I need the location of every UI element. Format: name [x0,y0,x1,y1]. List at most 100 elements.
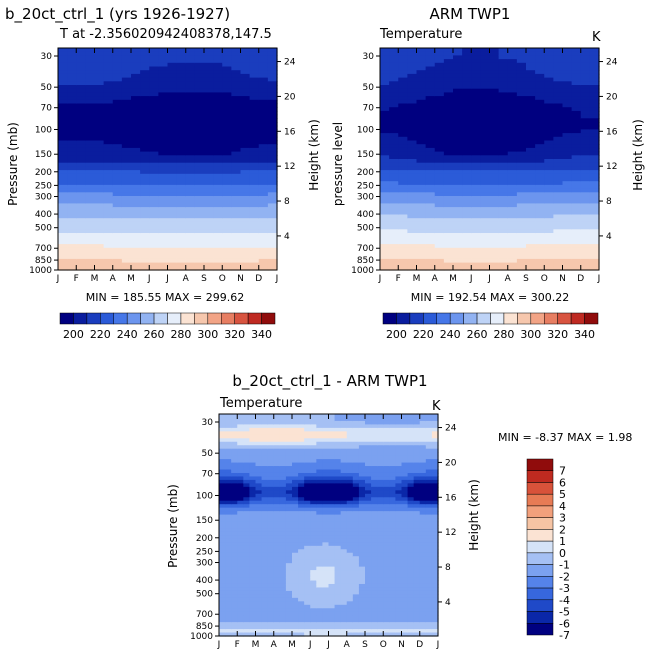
field-cell [273,538,281,543]
field-cell [358,417,366,422]
field-cell [76,188,86,193]
field-cell [407,233,418,238]
field-cell [526,188,536,193]
field-cell [526,110,536,116]
field-cell [453,162,463,167]
field-cell [261,424,269,429]
field-cell [225,462,232,467]
field-cell [103,244,114,249]
field-cell [334,622,342,627]
field-cell [580,159,591,164]
field-cell [267,103,278,108]
field-cell [298,549,305,554]
y-tick-label: 300 [357,193,374,203]
field-cell [231,247,242,253]
field-cell [149,155,159,160]
field-cell [365,434,372,439]
field-cell [255,438,263,443]
field-cell [204,170,214,175]
field-cell [535,70,545,75]
field-cell [273,518,281,523]
field-cell [589,62,600,68]
field-cell [204,162,214,167]
field-cell [562,92,573,97]
field-cell [267,427,275,432]
field-cell [398,133,408,138]
field-cell [383,424,390,429]
field-cell [334,556,342,561]
field-cell [553,48,564,53]
field-cell [389,483,397,488]
field-cell [237,507,244,512]
field-cell [176,133,187,138]
field-cell [365,538,372,543]
field-cell [249,580,257,585]
field-cell [310,632,317,637]
field-cell [103,92,114,97]
field-cell [103,81,114,86]
field-cell [580,62,591,68]
field-cell [471,51,481,56]
field-cell [213,236,223,241]
field-cell [340,604,348,609]
field-cell [471,66,481,71]
field-cell [507,188,518,193]
field-cell [273,438,281,443]
field-cell [498,207,509,212]
field-cell [76,118,86,123]
field-cell [204,192,214,197]
y-tick-label: 250 [35,181,52,191]
field-cell [425,114,436,119]
field-cell [526,151,536,156]
field-cell [112,210,123,216]
field-cell [285,521,293,526]
field-cell [249,114,260,119]
field-cell [222,70,232,75]
field-cell [167,125,178,130]
field-cell [285,414,293,419]
field-cell [383,577,390,582]
field-cell [535,103,545,108]
field-cell [316,472,324,478]
field-cell [571,181,582,186]
field-cell [471,258,481,264]
field-cell [480,55,491,60]
field-cell [380,188,390,193]
field-cell [231,55,242,60]
field-cell [443,203,454,208]
field-cell [292,476,299,481]
field-cell [240,81,251,86]
field-cell [489,70,500,75]
field-cell [580,133,591,138]
field-cell [273,615,281,620]
field-cell [140,196,150,201]
field-cell [185,66,196,71]
field-cell [377,583,384,589]
field-cell [237,594,244,599]
field-cell [267,244,278,249]
field-cell [167,199,178,204]
field-cell [240,218,251,223]
field-cell [243,441,251,446]
field-cell [237,632,244,637]
field-cell [243,493,251,498]
field-cell [425,214,436,219]
field-cell [389,214,399,219]
field-cell [526,181,536,186]
field-cell [352,459,360,464]
field-cell [425,266,436,271]
field-cell [267,566,275,571]
field-cell [322,424,330,429]
field-cell [544,244,554,249]
field-cell [389,170,399,175]
field-cell [371,445,378,450]
field-cell [401,434,409,439]
field-cell [310,549,317,554]
height-tick-label: 16 [606,127,618,137]
field-cell [222,240,232,245]
field-cell [292,552,299,557]
field-cell [544,207,554,212]
field-cell [258,151,269,156]
field-cell [249,528,257,533]
field-cell [249,81,260,86]
